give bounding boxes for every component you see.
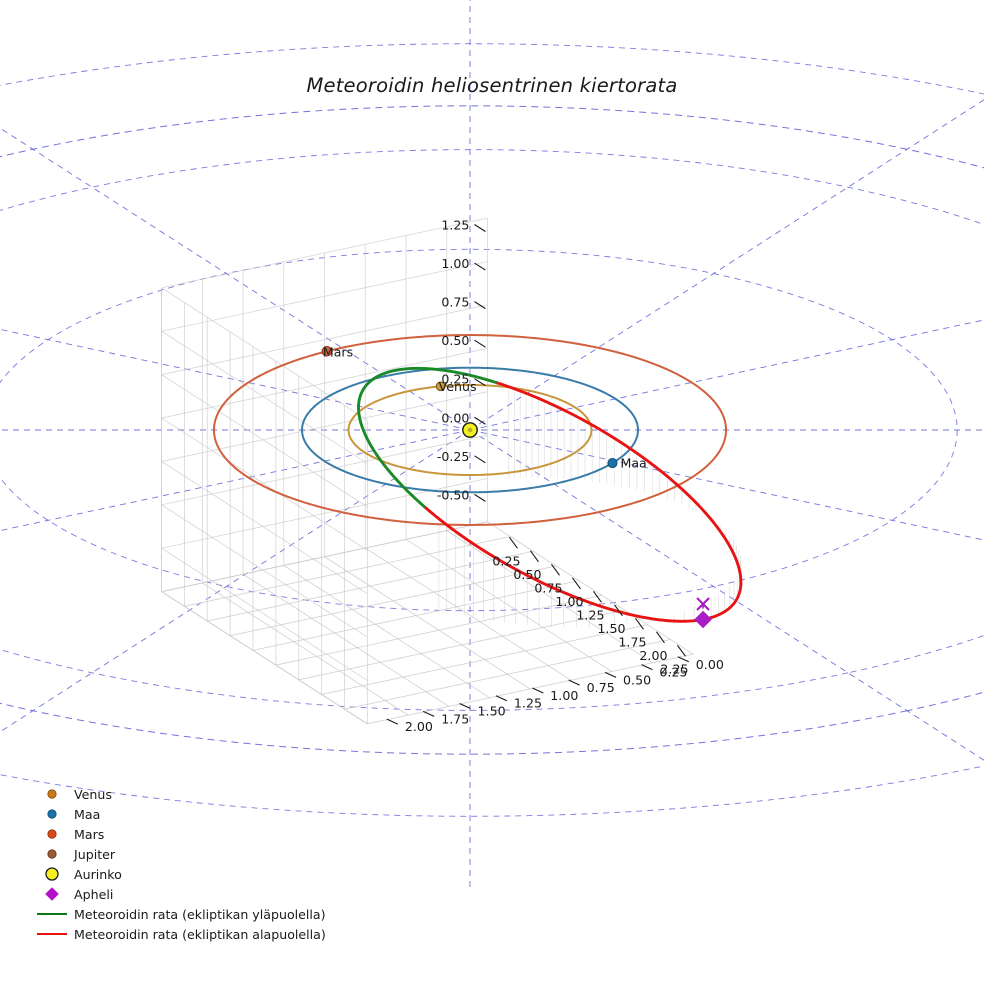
- axes.x_ticks: 0.25: [492, 553, 520, 568]
- axis-ticks: 1.251.000.750.500.250.00-0.25-0.500.250.…: [386, 218, 724, 734]
- body-markers[interactable]: Venus Mars Maa: [321, 344, 712, 629]
- axes.x_ticks: 0.75: [534, 580, 562, 595]
- aphelion-ground-x-icon: [696, 597, 710, 611]
- axis-tick-mark: [635, 617, 644, 630]
- legend-marker-line-icon: [34, 908, 70, 920]
- axes.x_ticks: 2.25: [660, 661, 688, 676]
- legend-marker-dot-icon: [34, 846, 70, 862]
- legend-item-label: Meteoroidin rata (ekliptikan yläpuolella…: [74, 906, 326, 922]
- axes.y_ticks: 2.00: [405, 719, 433, 734]
- axes.z_ticks: 1.25: [441, 218, 469, 233]
- axes.x_ticks: 1.50: [597, 621, 625, 636]
- axis-tick-mark: [551, 564, 560, 576]
- legend-marker-dot-icon: [34, 786, 70, 802]
- legend-item[interactable]: Jupiter: [34, 844, 326, 864]
- legend-item[interactable]: Apheli: [34, 884, 326, 904]
- axis-tick-mark: [459, 703, 471, 710]
- axes.z_ticks: 0.75: [441, 295, 469, 310]
- axes.x_ticks: 2.00: [639, 648, 667, 663]
- axis-tick-mark: [677, 656, 690, 663]
- axis-tick-mark: [593, 590, 602, 603]
- legend-item[interactable]: Meteoroidin rata (ekliptikan yläpuolella…: [34, 904, 326, 924]
- axes.y_ticks: 0.50: [623, 672, 651, 687]
- axis-tick-mark: [386, 718, 399, 725]
- legend-item-label: Aurinko: [74, 866, 122, 882]
- legend-marker-line-icon: [34, 928, 70, 940]
- axis-tick-mark: [604, 671, 617, 678]
- mars-marker[interactable]: [321, 346, 333, 357]
- axes.z_ticks: -0.50: [437, 487, 470, 502]
- legend-item[interactable]: Aurinko: [34, 864, 326, 884]
- legend-item[interactable]: Venus: [34, 784, 326, 804]
- legend-item[interactable]: Mars: [34, 824, 326, 844]
- axes.x_ticks: 0.50: [513, 567, 541, 582]
- sun-core-icon: [467, 427, 473, 433]
- axes.y_ticks: 1.75: [441, 711, 469, 726]
- axis-tick-mark: [677, 644, 686, 657]
- axes.y_ticks: 1.00: [550, 688, 578, 703]
- legend: Venus Maa Mars Jupiter Aurinko Apheli Meteoroi…: [34, 784, 326, 944]
- axis-tick-mark: [422, 710, 435, 717]
- axis-tick-mark: [614, 604, 623, 617]
- axis-tick-mark: [509, 537, 518, 549]
- legend-marker-dot-lg-icon: [34, 865, 70, 883]
- axes.x_ticks: 1.00: [555, 594, 583, 609]
- page-title: Meteoroidin heliosentrinen kiertorata: [306, 74, 678, 97]
- axes.y_ticks: 1.50: [478, 704, 506, 719]
- axes.z_ticks: 0.00: [441, 410, 469, 425]
- axis-tick-mark: [474, 339, 486, 348]
- legend-item-label: Jupiter: [74, 846, 116, 862]
- axis-tick-mark: [572, 577, 581, 590]
- axes.x_ticks: 1.75: [618, 634, 646, 649]
- earth-marker[interactable]: [607, 457, 618, 469]
- axis-tick-mark: [474, 301, 486, 310]
- axes.z_ticks: 1.00: [441, 256, 469, 271]
- venus-marker[interactable]: [435, 381, 446, 392]
- axis-tick-mark: [474, 378, 486, 387]
- mars-label: Mars: [323, 344, 353, 359]
- axis-tick-mark: [568, 679, 580, 686]
- aphelion-marker[interactable]: [694, 610, 712, 629]
- legend-item-label: Apheli: [74, 886, 114, 902]
- polar-reference-grid: [0, 0, 984, 892]
- legend-marker-dot-icon: [34, 826, 70, 842]
- legend-item-label: Venus: [74, 786, 112, 802]
- axes.z_ticks: 0.25: [441, 372, 469, 387]
- legend-marker-diamond-icon: [34, 886, 70, 902]
- axes.y_ticks: 0.25: [659, 665, 687, 680]
- earth-label: Maa: [620, 456, 646, 471]
- axis-tick-mark: [474, 493, 486, 502]
- axis-tick-mark: [474, 224, 486, 232]
- jupiter-orbit: [0, 105, 984, 755]
- legend-marker-dot-icon: [34, 806, 70, 822]
- axes.y_ticks: 1.25: [514, 696, 542, 711]
- axis-tick-mark: [641, 664, 653, 671]
- axes.z_ticks: -0.25: [437, 449, 470, 464]
- axis-tick-mark: [530, 550, 539, 563]
- axis-tick-mark: [474, 416, 486, 425]
- planet-orbits: [212, 334, 728, 526]
- axis-tick-mark: [474, 262, 486, 271]
- axes-pane-grid: [161, 217, 694, 725]
- axis-tick-mark: [495, 695, 508, 702]
- legend-item[interactable]: Meteoroidin rata (ekliptikan alapuolella…: [34, 924, 326, 944]
- axes.y_ticks: 0.75: [587, 680, 615, 695]
- axes.y_ticks: 0.00: [696, 657, 724, 672]
- axis-tick-mark: [532, 687, 544, 694]
- legend-item-label: Mars: [74, 826, 105, 842]
- legend-item-label: Meteoroidin rata (ekliptikan alapuolella…: [74, 926, 326, 942]
- meteoroid-orbit: [357, 366, 743, 623]
- axis-tick-mark: [474, 455, 486, 464]
- venus-label: Venus: [439, 379, 477, 394]
- axis-tick-mark: [656, 631, 665, 644]
- legend-item[interactable]: Maa: [34, 804, 326, 824]
- legend-item-label: Maa: [74, 806, 101, 822]
- axes.z_ticks: 0.50: [441, 333, 469, 348]
- axes.x_ticks: 1.25: [576, 607, 604, 622]
